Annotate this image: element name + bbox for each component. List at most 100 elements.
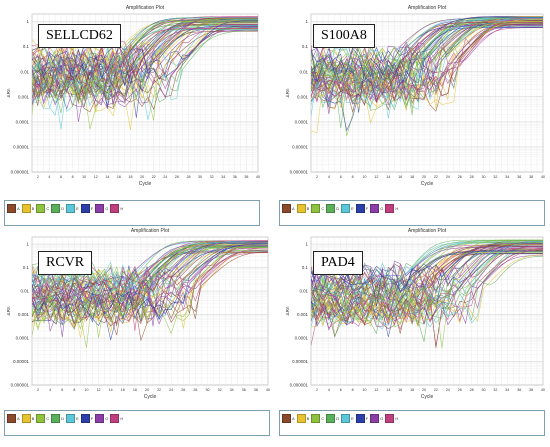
amplification-curve [32,240,268,327]
x-axis-label: Cycle [139,181,152,187]
x-tick-label: 22 [152,175,156,179]
amplification-curve [32,21,258,105]
legend-item: F [80,414,93,423]
x-tick-label: 16 [117,175,121,179]
x-tick-label: 36 [517,175,521,179]
gene-label: RCVR [38,251,93,275]
amplification-plot-panel-rcvr: Amplification Plot 0.000001 0.00001 0.0001 0… [0,223,275,446]
x-tick-label: 26 [181,388,185,392]
amplification-curve [32,20,258,80]
amplification-curve [32,20,258,99]
legend-item: G [95,204,108,213]
x-tick-label: 36 [242,388,246,392]
x-tick-label: 30 [205,388,209,392]
x-tick-label: 18 [129,175,133,179]
x-tick-label: 10 [84,388,88,392]
amplification-curve [311,24,543,102]
amplification-plot-panel-sellcd62: Amplification Plot 0.000001 0.00001 0.0001 0… [0,0,275,226]
legend-item: H [110,414,123,423]
x-tick-label: 32 [493,388,497,392]
chart-title: Amplification Plot [131,228,170,234]
amplification-curve [311,16,543,132]
amplification-curve [32,19,258,85]
legend-label: D [336,415,340,421]
amplification-curve [311,22,543,100]
x-tick-label: 38 [244,175,248,179]
x-tick-label: 6 [61,388,63,392]
legend-swatch [355,204,365,213]
x-tick-label: 34 [221,175,225,179]
legend-label: B [306,205,310,211]
x-tick-label: 40 [541,388,545,392]
legend-swatch [36,204,46,213]
legend-item: G [370,414,383,423]
gene-label: SELLCD62 [38,24,121,48]
x-tick-label: 36 [233,175,237,179]
x-tick-label: 28 [470,175,474,179]
x-tick-label: 22 [434,175,438,179]
legend-box: A B C D E F G H [4,200,260,226]
amplification-curve [311,21,543,102]
x-tick-label: 34 [505,388,509,392]
legend-label: B [306,415,310,421]
legend-label: G [105,205,109,211]
amplification-curve [32,19,258,114]
legend-item: C [36,204,49,213]
legend-label: B [31,205,35,211]
legend-swatch [385,204,395,213]
legend-swatch [36,414,46,423]
amplification-curve [32,245,268,301]
amplification-curve [32,241,268,338]
gene-label: S100A8 [313,24,375,48]
x-tick-label: 32 [218,388,222,392]
x-axis-label: Cycle [421,181,434,187]
x-tick-label: 30 [482,175,486,179]
legend-item: F [355,204,369,213]
curve-group [32,240,268,348]
x-tick-label: 40 [266,388,270,392]
curve-group [32,16,258,130]
legend-box: A B C D E F G H [279,410,545,436]
legend-item: E [66,204,79,213]
legend-swatch [370,204,380,213]
amplification-curve [32,16,258,101]
x-tick-label: 8 [72,175,74,179]
amplification-curve [32,244,268,338]
chart-title: Amplification Plot [408,228,447,234]
amplification-curve [32,242,268,314]
legend-label: G [380,415,384,421]
curve-group [311,239,543,349]
legend-swatch [21,414,31,423]
legend-label: F [365,205,369,211]
x-tick-label: 16 [398,388,402,392]
amplification-curve [32,28,258,72]
x-axis-label: Cycle [421,394,434,400]
y-tick-label: 0.0001 [295,336,309,341]
amplification-curve [32,247,268,310]
x-tick-label: 20 [145,388,149,392]
y-tick-label: 0.001 [18,312,30,317]
legend-item: B [21,204,35,213]
y-tick-label: 0.1 [23,265,30,270]
legend-swatch [385,414,395,423]
legend-item: E [341,204,354,213]
x-tick-label: 4 [49,388,51,392]
amplification-chart: Amplification Plot 0.000001 0.00001 0.0001 0… [285,228,545,400]
x-tick-label: 24 [446,175,450,179]
legend-swatch [311,204,321,213]
legend-item: H [385,204,398,213]
legend-item: D [51,414,64,423]
x-tick-label: 6 [340,175,342,179]
legend-row: A B C D E F G H [282,204,398,213]
legend-swatch [66,204,76,213]
legend-item: A [282,414,295,423]
legend-item: B [296,204,310,213]
legend-swatch [341,414,351,423]
x-tick-label: 20 [422,388,426,392]
legend-label: A [17,205,20,211]
legend-item: F [355,414,368,423]
amplification-plot-panel-s100a8: Amplification Plot 0.000001 0.00001 0.0001 0… [275,0,550,226]
x-tick-label: 12 [97,388,101,392]
legend-swatch [326,414,336,423]
y-tick-label: 1 [306,242,309,247]
